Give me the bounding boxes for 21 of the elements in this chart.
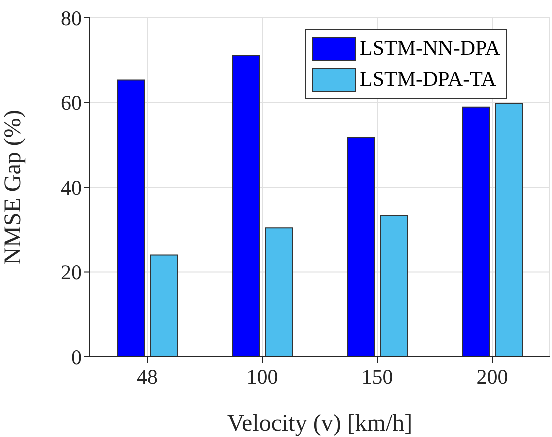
x-tick-label: 100	[246, 364, 278, 389]
y-tick-label: 20	[61, 260, 82, 285]
legend-label: LSTM-NN-DPA	[360, 36, 500, 61]
y-axis-title: NMSE Gap (%)	[0, 110, 27, 265]
x-axis-title: Velocity (v) [km/h]	[227, 411, 413, 437]
bar	[118, 80, 146, 357]
legend-label: LSTM-DPA-TA	[360, 67, 496, 92]
bar	[496, 104, 524, 357]
bar	[462, 106, 490, 357]
y-tick-label: 80	[61, 6, 82, 30]
y-tick-label: 40	[61, 176, 82, 200]
y-tick-label: 60	[61, 91, 82, 116]
bar	[150, 254, 178, 357]
y-tick-label: 0	[72, 345, 82, 370]
bar	[348, 137, 376, 357]
x-tick-label: 48	[137, 364, 158, 389]
x-tick-label: 150	[362, 364, 394, 389]
x-tick-label: 200	[476, 364, 508, 389]
bar	[380, 214, 408, 357]
bar	[232, 55, 260, 357]
bar	[266, 228, 294, 357]
